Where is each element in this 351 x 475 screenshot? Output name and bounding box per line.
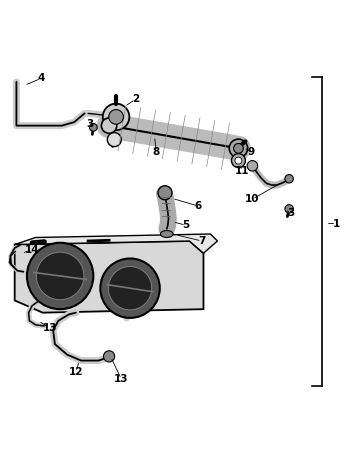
Circle shape	[235, 157, 242, 164]
Circle shape	[231, 153, 245, 168]
Circle shape	[229, 139, 248, 158]
Text: 5: 5	[183, 220, 190, 230]
Circle shape	[100, 258, 160, 318]
Circle shape	[108, 266, 152, 310]
Circle shape	[285, 175, 293, 183]
Circle shape	[37, 252, 84, 300]
Circle shape	[103, 104, 130, 130]
Text: 10: 10	[245, 194, 260, 204]
Text: 13: 13	[42, 323, 57, 333]
Circle shape	[90, 124, 97, 131]
Polygon shape	[15, 234, 218, 253]
Text: 9: 9	[247, 147, 254, 157]
Circle shape	[233, 143, 243, 153]
Circle shape	[27, 243, 93, 309]
Text: 4: 4	[37, 74, 45, 84]
Text: 2: 2	[132, 95, 139, 104]
Text: 1: 1	[333, 218, 340, 228]
Ellipse shape	[160, 230, 173, 238]
Text: 7: 7	[198, 236, 205, 246]
Circle shape	[107, 133, 121, 147]
Text: 6: 6	[194, 201, 202, 211]
Text: 3: 3	[86, 119, 93, 129]
Text: 11: 11	[235, 166, 249, 176]
Text: 14: 14	[25, 245, 39, 255]
Circle shape	[285, 205, 293, 213]
Text: 12: 12	[68, 367, 83, 377]
Text: 13: 13	[114, 374, 128, 384]
Circle shape	[109, 110, 123, 124]
Circle shape	[104, 351, 115, 362]
Circle shape	[101, 118, 117, 133]
Circle shape	[247, 161, 258, 171]
Circle shape	[158, 186, 172, 200]
Polygon shape	[15, 241, 204, 313]
Text: 8: 8	[153, 147, 160, 157]
Text: 3: 3	[287, 208, 294, 218]
